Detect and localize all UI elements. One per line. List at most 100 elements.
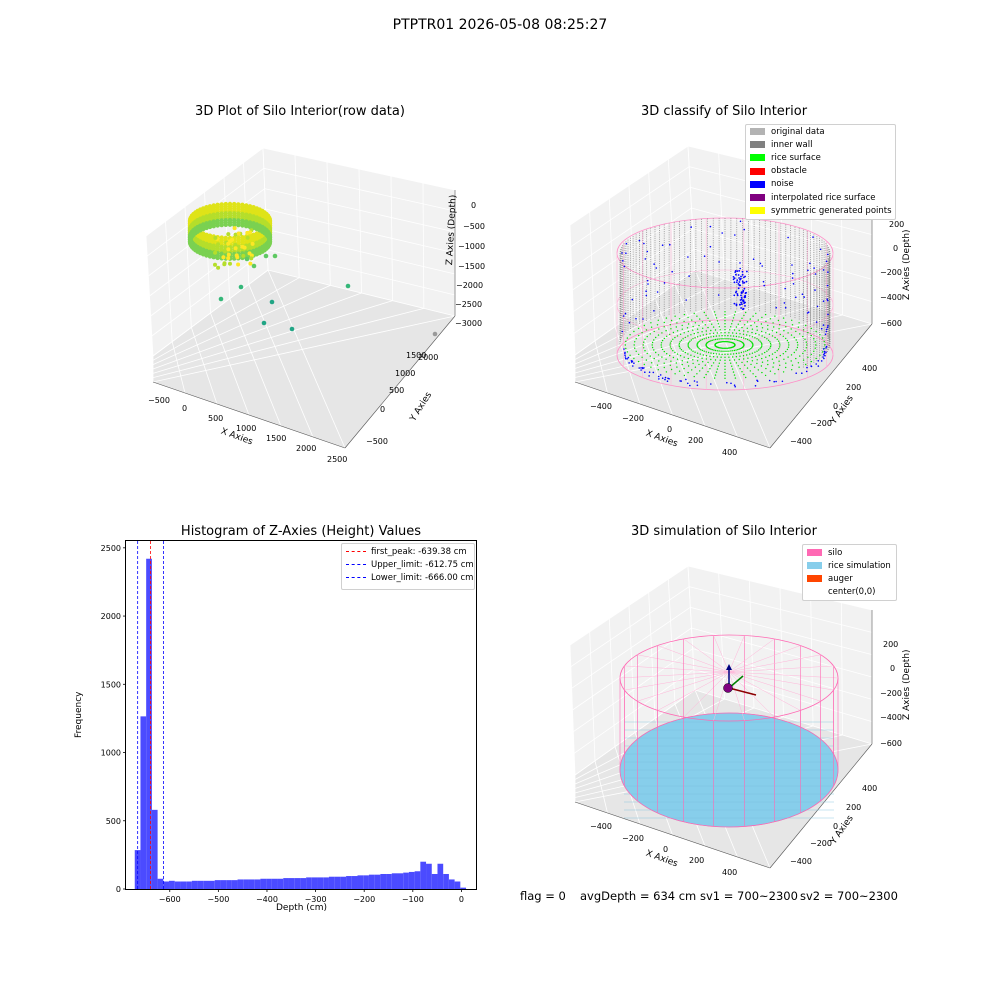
auger-noise-point [743, 287, 746, 290]
panel2-x-tick: 0 [667, 425, 673, 434]
rice-point [725, 341, 727, 343]
rice-point [709, 348, 711, 350]
rice-point [814, 341, 816, 343]
data-point [207, 224, 213, 230]
rice-point [679, 341, 681, 343]
auger-noise-point [741, 270, 744, 273]
rice-point [644, 350, 646, 352]
noise-point [801, 372, 803, 375]
rice-point [694, 366, 697, 368]
rice-point [753, 366, 756, 368]
rice-point [701, 331, 703, 333]
y-axis-line [344, 315, 456, 449]
data-point [226, 241, 231, 246]
rice-point [761, 343, 763, 345]
auger-noise-point [737, 287, 740, 290]
gridline [152, 315, 456, 383]
rice-point [710, 336, 712, 338]
rice-point [702, 354, 704, 356]
back-pane [570, 146, 695, 355]
rice-point [674, 315, 676, 317]
panel4-y-tick: 200 [846, 803, 862, 812]
panel2-title: 3D classify of Silo Interior [640, 104, 808, 119]
rice-point [697, 347, 700, 349]
rice-point [687, 323, 690, 325]
noise-point [640, 367, 642, 369]
noise-point [739, 220, 742, 223]
noise-point [806, 312, 809, 314]
x-axis-line [152, 381, 346, 449]
rice-point [693, 355, 695, 358]
rice-point [658, 360, 660, 362]
rice-point [681, 328, 683, 330]
rice-point [755, 332, 757, 335]
noise-point [795, 372, 797, 375]
rice-point [703, 376, 705, 379]
noise-point [646, 279, 649, 282]
legend-entry: Lower_limit: -666.00 cm [342, 571, 474, 584]
rice-point [749, 318, 751, 320]
rice-point [645, 329, 648, 331]
rice-point [795, 349, 797, 351]
rice-point [701, 367, 704, 369]
rice-point [735, 326, 738, 328]
noise-point [825, 351, 827, 354]
rice-point [810, 360, 813, 363]
noise-point [623, 348, 625, 350]
rice-point [723, 347, 725, 349]
noise-point [664, 376, 667, 379]
rice-point [751, 328, 754, 330]
noise-point [693, 380, 696, 382]
outlier-point [345, 283, 351, 289]
rice-point [688, 346, 690, 349]
status-flag: flag = 0 [520, 889, 566, 903]
noise-point [761, 265, 763, 267]
rice-point [705, 355, 708, 357]
rice-point [760, 346, 762, 349]
rice-point [751, 336, 754, 338]
rice-point [748, 349, 750, 351]
rice-point [727, 335, 729, 337]
rice-point [742, 333, 745, 335]
panel1-axes-panes [146, 148, 455, 448]
noise-point [826, 298, 828, 301]
rice-point [732, 356, 734, 358]
rice-point [766, 350, 768, 352]
data-point [204, 225, 209, 231]
rice-point [737, 339, 739, 341]
legend-entry: inner wall [746, 138, 895, 151]
rice-point [703, 338, 705, 340]
silo-roof-line [624, 671, 730, 691]
histogram-bar [340, 876, 347, 889]
rice-point [751, 346, 753, 348]
noise-point [718, 261, 720, 263]
noise-point [671, 270, 673, 273]
rice-point [732, 317, 735, 319]
noise-point [817, 360, 820, 362]
legend-line [346, 551, 366, 553]
rice-point [694, 351, 696, 353]
rice-point [663, 326, 665, 328]
rice-point [719, 329, 721, 331]
noise-point [759, 262, 762, 265]
histogram-bar [163, 881, 170, 889]
noise-point [825, 328, 828, 331]
rice-point [732, 353, 735, 355]
rice-point [700, 349, 702, 351]
x-axis-line [574, 801, 771, 869]
rice-point [712, 356, 715, 358]
rice-point [813, 350, 815, 352]
rice-point [712, 326, 715, 328]
rice-point [769, 345, 772, 348]
rice-point [657, 369, 659, 371]
rice-point [807, 356, 809, 358]
rice-point [676, 330, 679, 332]
rice-point [746, 338, 749, 341]
noise-point [801, 293, 804, 296]
rice-point [722, 350, 724, 352]
rice-point [767, 349, 770, 351]
panel4-z-tick: −200 [880, 689, 902, 698]
noise-point [648, 371, 651, 374]
rice-point [786, 348, 789, 351]
histogram-bar [174, 881, 181, 889]
